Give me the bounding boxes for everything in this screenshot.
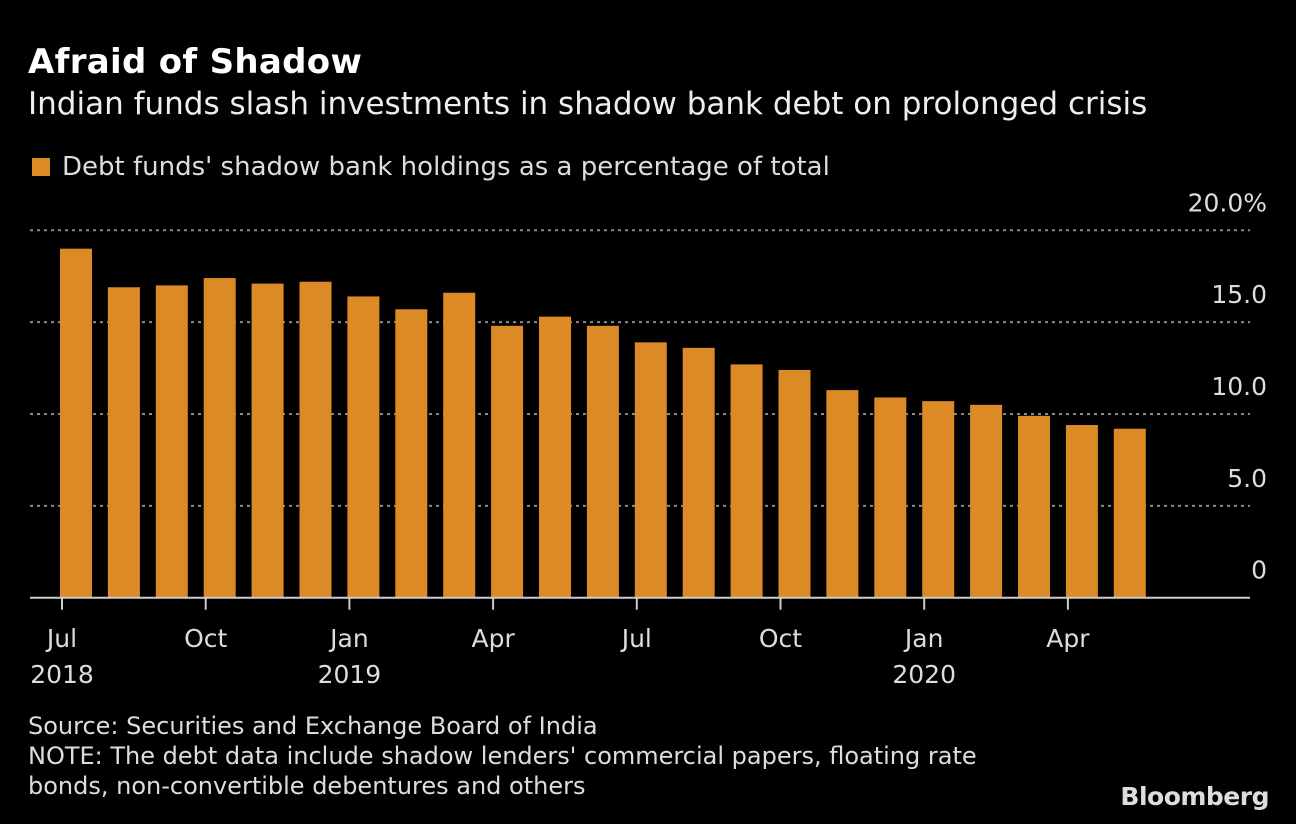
bar-jul-2019: [634, 342, 667, 598]
bar-may-2019: [539, 316, 571, 598]
x-tick-label: Jan: [903, 624, 944, 653]
bar-feb-2019: [395, 309, 428, 598]
bar-may-2020: [1113, 428, 1146, 598]
y-tick-label: 15.0: [1211, 280, 1267, 309]
chart-title: Afraid of Shadow: [28, 42, 363, 82]
bar-apr-2019: [491, 325, 524, 598]
bar-sep-2018: [155, 285, 188, 598]
bar-jan-2019: [347, 296, 380, 598]
bar-feb-2020: [970, 404, 1003, 598]
x-tick-label: Jul: [45, 624, 77, 653]
bar-dec-2019: [874, 397, 907, 598]
x-tick-label: Jan: [328, 624, 369, 653]
y-tick-label: 10.0: [1211, 372, 1267, 401]
bar-apr-2020: [1065, 425, 1098, 598]
x-tick-label: Oct: [184, 624, 227, 653]
x-tick-label: Apr: [471, 624, 515, 653]
chart-subtitle: Indian funds slash investments in shadow…: [28, 86, 1148, 122]
x-tick-year: 2019: [318, 660, 382, 689]
bloomberg-logo: Bloomberg: [1120, 782, 1269, 811]
x-tick-year: 2020: [892, 660, 956, 689]
bar-oct-2018: [203, 278, 236, 598]
bar-aug-2019: [682, 347, 715, 598]
bar-jul-2018: [60, 248, 92, 598]
bar-mar-2020: [1018, 415, 1050, 598]
bar-sep-2019: [730, 364, 763, 598]
x-tick-year: 2018: [30, 660, 94, 689]
bar-aug-2018: [107, 287, 140, 598]
legend-label: Debt funds' shadow bank holdings as a pe…: [62, 152, 830, 182]
source-note: Source: Securities and Exchange Board of…: [28, 712, 598, 740]
footnote-line-1: NOTE: The debt data include shadow lende…: [28, 742, 977, 770]
legend: Debt funds' shadow bank holdings as a pe…: [32, 152, 830, 182]
y-tick-label: 20.0%: [1188, 188, 1267, 217]
legend-swatch: [32, 158, 50, 176]
footnote-line-2: bonds, non-convertible debentures and ot…: [28, 772, 586, 800]
bar-jun-2019: [586, 325, 619, 598]
bar-mar-2019: [443, 292, 476, 598]
y-tick-label: 0: [1251, 556, 1267, 585]
x-tick-label: Jul: [620, 624, 652, 653]
bar-jan-2020: [922, 401, 955, 598]
bar-nov-2018: [251, 283, 284, 598]
bar-nov-2019: [826, 390, 859, 598]
x-tick-label: Oct: [759, 624, 802, 653]
x-tick-label: Apr: [1046, 624, 1090, 653]
bar-dec-2018: [299, 281, 332, 598]
bar-oct-2019: [778, 369, 811, 598]
y-tick-label: 5.0: [1227, 464, 1267, 493]
